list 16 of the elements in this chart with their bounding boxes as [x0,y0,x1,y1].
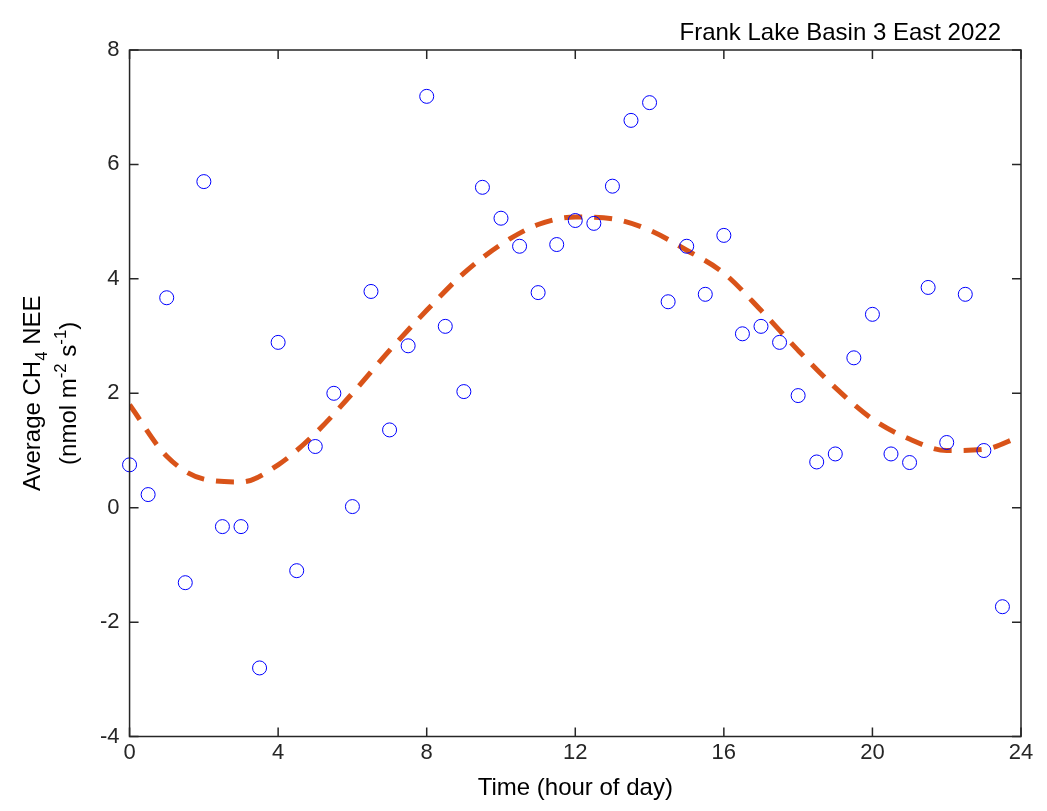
y-tick-label: -2 [100,608,120,634]
x-tick-label: 12 [563,738,588,764]
y-tick-label: 0 [107,493,120,519]
x-tick-label: 0 [123,738,136,764]
y-tick-label: 6 [107,150,120,176]
x-tick-label: 20 [860,738,885,764]
x-tick-label: 24 [1008,738,1034,764]
y-tick-label: 4 [107,264,120,290]
x-tick-label: 16 [711,738,737,764]
y-tick-label: -4 [100,722,120,748]
x-tick-label: 8 [420,738,433,764]
x-tick-label: 4 [272,738,285,764]
y-tick-label: 2 [107,379,120,405]
chart-title: Frank Lake Basin 3 East 2022 [679,18,1001,45]
x-axis-title: Time (hour of day) [477,773,673,800]
y-tick-label: 8 [107,36,120,62]
